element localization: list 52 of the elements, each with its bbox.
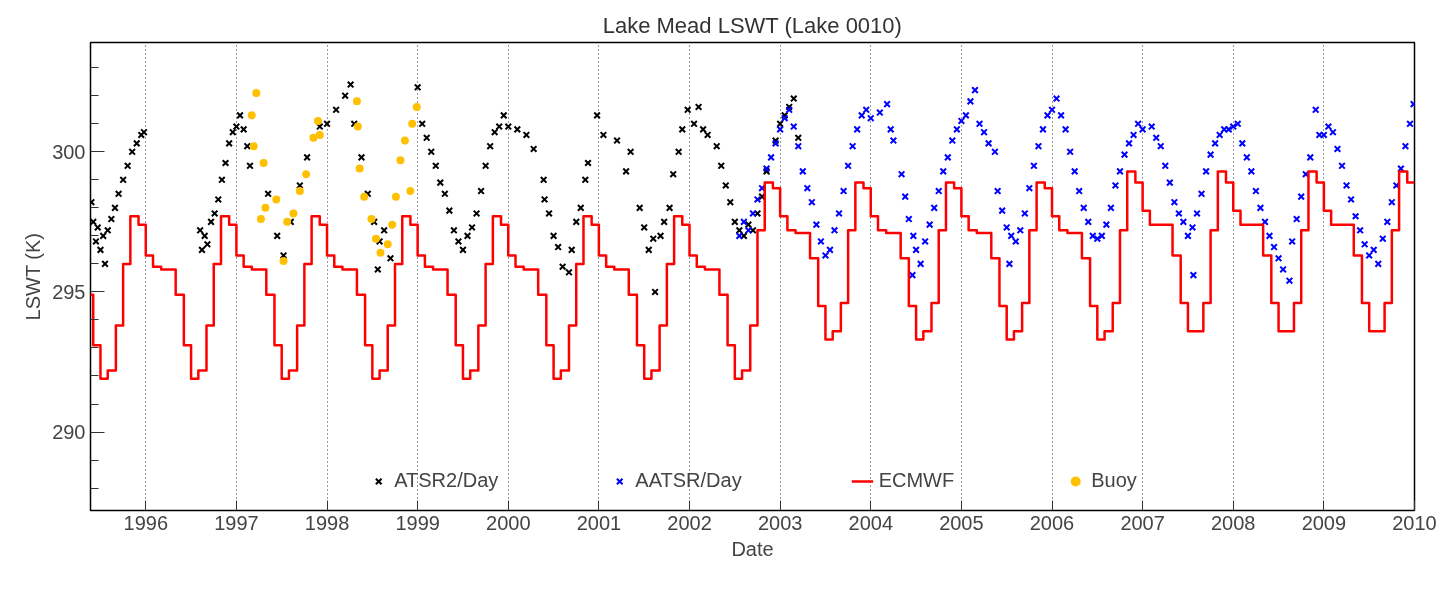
x-tick-label: 2007 [1120, 511, 1165, 534]
point [315, 130, 324, 139]
x-tick-label: 1997 [214, 511, 259, 534]
point [383, 240, 392, 249]
y-tick-label: 300 [52, 140, 86, 163]
x-tick-label: 1999 [395, 511, 440, 534]
x-tick-label: 2003 [757, 511, 803, 534]
point [309, 133, 318, 142]
x-tick-label: 2000 [486, 511, 531, 534]
point [289, 209, 298, 218]
point [376, 248, 385, 257]
point [396, 156, 405, 165]
point [412, 102, 421, 111]
point [261, 203, 270, 212]
point [272, 195, 281, 204]
point [279, 257, 288, 266]
point [371, 234, 380, 243]
point [249, 142, 258, 151]
x-tick-label: 2004 [848, 511, 894, 534]
legend-label: ECMWF [878, 469, 955, 492]
chart-title: Lake Mead LSWT (Lake 0010) [602, 12, 902, 38]
point [259, 159, 268, 167]
x-tick-label: 2009 [1301, 511, 1347, 534]
point [252, 88, 261, 97]
legend-label: ATSR2/Day [394, 469, 499, 492]
x-tick-label: 2010 [1392, 511, 1437, 534]
y-axis-title: LSWT (K) [22, 232, 45, 321]
point [388, 220, 397, 229]
x-tick-label: 2006 [1029, 511, 1075, 534]
point [355, 164, 364, 173]
point [256, 215, 265, 224]
y-tick-label: 290 [52, 421, 86, 444]
y-tick-label: 295 [52, 280, 86, 303]
point [406, 187, 415, 196]
point [302, 170, 311, 179]
point [247, 111, 256, 120]
x-tick-label: 2008 [1211, 511, 1256, 534]
point [352, 97, 361, 106]
point [408, 119, 417, 128]
point [391, 192, 400, 201]
point [295, 187, 304, 196]
x-tick-label: 1996 [123, 511, 169, 534]
point [313, 116, 322, 125]
point [400, 136, 409, 145]
legend-label: AATSR/Day [635, 469, 742, 492]
legend-label: Buoy [1091, 469, 1137, 492]
x-tick-label: 2002 [667, 511, 712, 534]
point [360, 192, 369, 201]
x-tick-label: 2001 [576, 511, 622, 534]
x-tick-label: 2005 [939, 511, 984, 534]
x-axis-title: Date [731, 537, 774, 560]
x-tick-label: 1998 [304, 511, 350, 534]
